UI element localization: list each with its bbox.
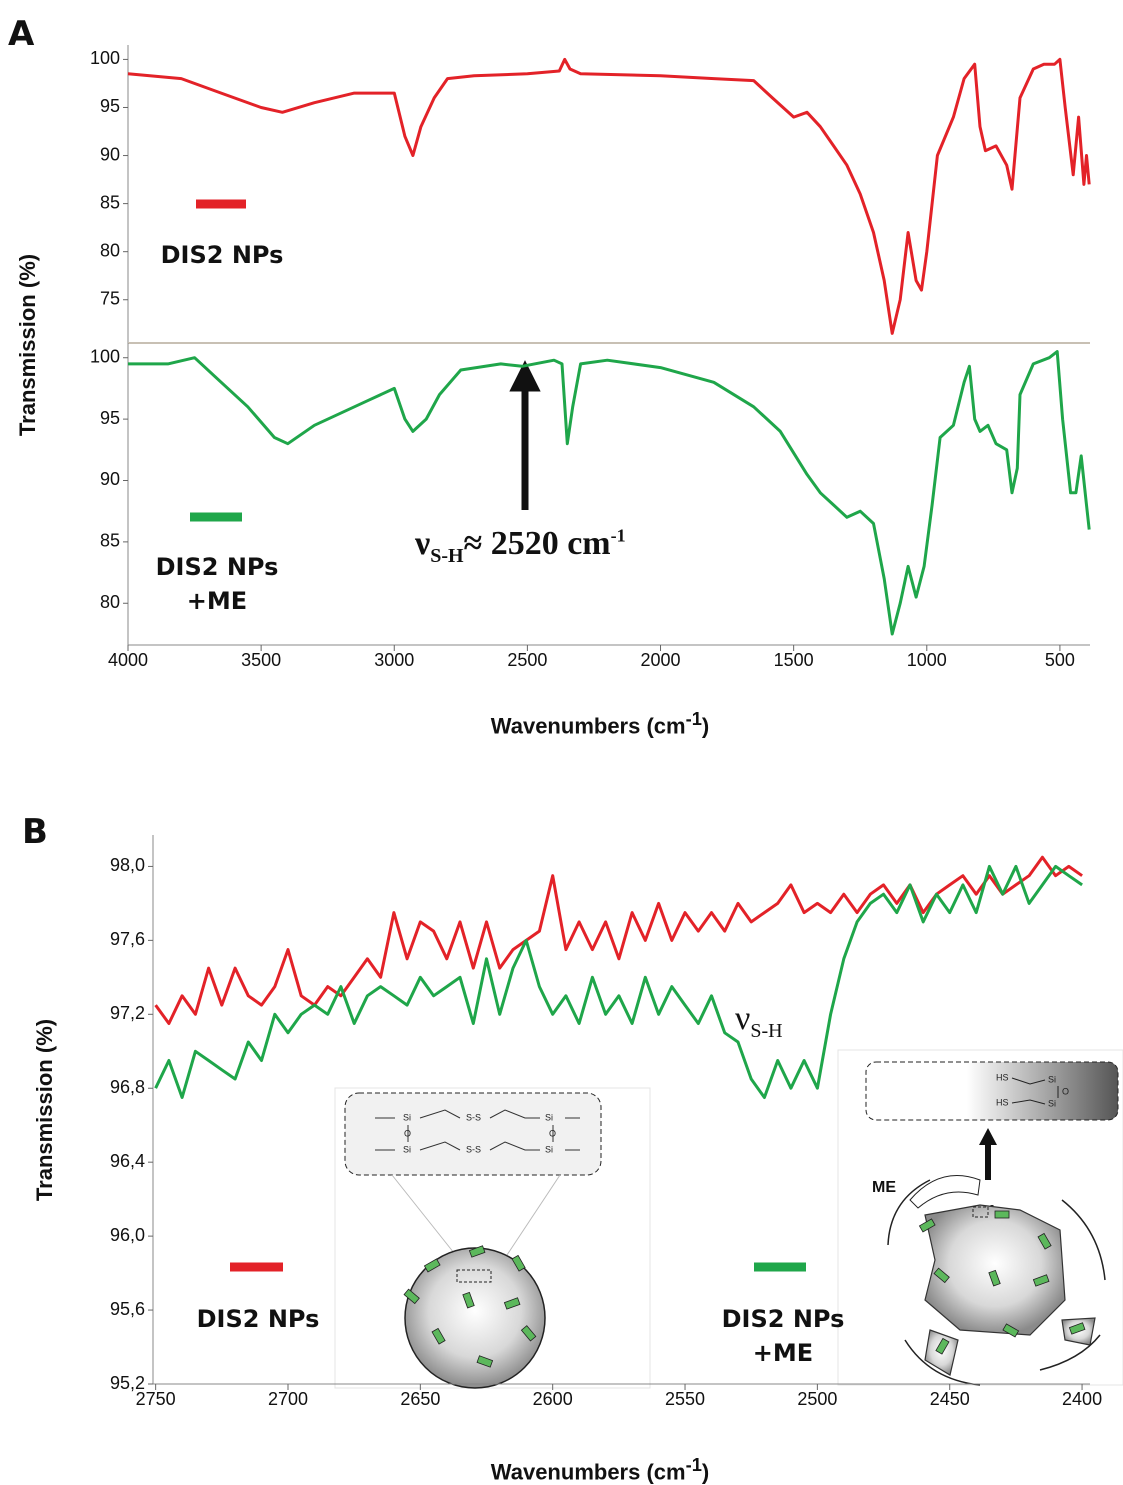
atom-label: Si <box>1048 1074 1056 1084</box>
annotation-sub: S-H <box>430 544 464 567</box>
release-arrow <box>979 1128 997 1180</box>
annotation-sup: -1 <box>610 525 626 546</box>
zoom-box <box>972 1206 989 1218</box>
cargo-icons <box>403 1245 537 1368</box>
annotation: νS-H <box>735 1000 783 1043</box>
x-axis-label: Wavenumbers (cm-1) <box>491 1454 709 1485</box>
inset-frame <box>334 1087 651 1389</box>
y-axis-label: Transmission (%) <box>32 1018 57 1202</box>
x-axis-label-close: ) <box>701 713 710 739</box>
y-tick-label: 85 <box>100 531 120 551</box>
x-tick-label: 3500 <box>241 650 281 670</box>
x-tick-label: 2450 <box>930 1389 970 1409</box>
y-tick-label: 95,6 <box>110 1299 145 1319</box>
y-tick-label: 100 <box>90 48 120 68</box>
atom-label: O <box>404 1128 411 1138</box>
annotation-sub: S-H <box>750 1019 783 1042</box>
me-label: ME <box>872 1179 896 1196</box>
y-axis-label: Transmission (%) <box>15 253 40 437</box>
spectrum-line <box>154 855 1083 1025</box>
atom-label: S-S <box>466 1112 481 1122</box>
annotation-arrow <box>509 360 541 510</box>
legend-label: DIS2 NPs <box>160 241 284 269</box>
legend-label: DIS2 NPs +ME <box>155 553 279 615</box>
structure-bonds <box>1011 1077 1059 1105</box>
atom-label: Si <box>545 1112 553 1122</box>
y-tick-label: 80 <box>100 592 120 612</box>
zoom-box <box>456 1269 492 1283</box>
y-tick-label: 96,0 <box>110 1225 145 1245</box>
y-tick-label: 97,6 <box>110 929 145 949</box>
x-axis-label-sup: -1 <box>685 1454 702 1475</box>
x-axis-label-sup: -1 <box>685 708 702 729</box>
spectrum-line <box>128 350 1091 636</box>
atom-label: HS <box>996 1072 1009 1082</box>
me-arrow <box>909 1175 981 1209</box>
annotation-nu: ν <box>735 1000 751 1037</box>
y-tick-label: 90 <box>100 144 120 164</box>
cargo-icons <box>918 1210 1086 1355</box>
x-tick-label: 2500 <box>507 650 547 670</box>
broken-nanoparticle <box>924 1204 1096 1376</box>
y-tick-label: 95,2 <box>110 1373 145 1393</box>
spectrum-line <box>127 57 1091 335</box>
y-tick-label: 90 <box>100 469 120 489</box>
nanoparticle <box>404 1247 546 1389</box>
spectrum-line <box>154 864 1083 1099</box>
x-tick-label: 4000 <box>108 650 148 670</box>
x-tick-label: 500 <box>1045 650 1075 670</box>
inset-frame <box>837 1049 1123 1386</box>
atom-label: HS <box>996 1097 1009 1107</box>
shell-fragments <box>887 1179 1106 1386</box>
x-tick-label: 2500 <box>797 1389 837 1409</box>
x-axis-label-text: Wavenumbers (cm <box>490 713 686 739</box>
x-tick-label: 1500 <box>774 650 814 670</box>
zoom-lines <box>391 1174 561 1259</box>
insets: Si Si Si Si O O S-S S-S HS HS Si Si O ME… <box>334 1049 1123 1389</box>
annotation: νS-H≈ 2520 cm-1 <box>415 525 626 568</box>
y-tick-label: 98,0 <box>110 855 145 875</box>
atom-label: Si <box>545 1144 553 1154</box>
panel-label: B <box>22 812 48 852</box>
y-tick-label: 96,8 <box>110 1077 145 1097</box>
x-tick-label: 2750 <box>136 1389 176 1409</box>
electron-charge: - <box>990 1198 994 1212</box>
y-tick-label: 85 <box>100 192 120 212</box>
structure-bonds <box>375 1109 580 1151</box>
annotation-nu: ν <box>415 525 431 562</box>
y-tick-label: 96,4 <box>110 1151 145 1171</box>
legend-label: DIS2 NPs +ME <box>721 1305 845 1367</box>
legend-label: DIS2 NPs <box>196 1305 320 1333</box>
x-tick-label: 2000 <box>640 650 680 670</box>
x-tick-label: 1000 <box>907 650 947 670</box>
atom-label: Si <box>403 1112 411 1122</box>
x-tick-label: 2650 <box>400 1389 440 1409</box>
atom-label: O <box>1062 1086 1069 1096</box>
x-tick-label: 3000 <box>374 650 414 670</box>
inset-structure-box <box>344 1092 602 1176</box>
x-tick-label: 2400 <box>1062 1389 1102 1409</box>
x-tick-label: 2700 <box>268 1389 308 1409</box>
x-tick-label: 2600 <box>533 1389 573 1409</box>
y-tick-label: 75 <box>100 288 120 308</box>
atom-label: Si <box>1048 1098 1056 1108</box>
x-axis-label-text: Wavenumbers (cm <box>490 1459 686 1485</box>
annotation-text: ≈ 2520 cm <box>463 525 611 562</box>
y-tick-label: 80 <box>100 240 120 260</box>
x-axis-label-close: ) <box>701 1459 710 1485</box>
x-tick-label: 2550 <box>665 1389 705 1409</box>
atom-label: Si <box>403 1144 411 1154</box>
atom-label: S-S <box>466 1144 481 1154</box>
y-tick-label: 95 <box>100 96 120 116</box>
x-axis-label: Wavenumbers (cm-1) <box>491 708 709 739</box>
y-tick-label: 100 <box>90 346 120 366</box>
panel-label: A <box>8 14 35 54</box>
y-tick-label: 95 <box>100 408 120 428</box>
y-tick-label: 97,2 <box>110 1003 145 1023</box>
atom-label: O <box>549 1128 556 1138</box>
inset-structure-box <box>865 1061 1119 1121</box>
